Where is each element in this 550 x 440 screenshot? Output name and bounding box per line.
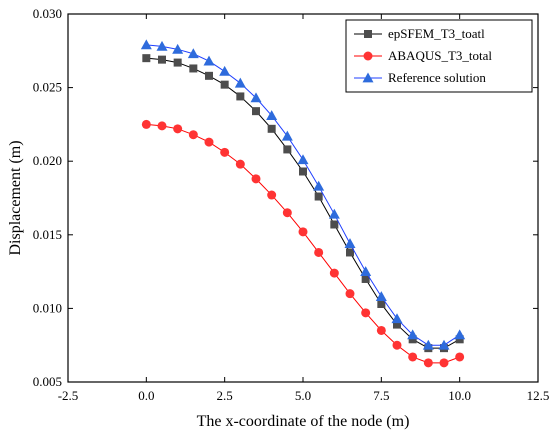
data-point: [203, 55, 215, 66]
data-point: [173, 124, 183, 134]
data-point: [408, 335, 417, 344]
data-point: [140, 39, 152, 50]
data-point: [251, 174, 261, 184]
data-point: [298, 227, 308, 237]
data-point: [235, 159, 245, 169]
data-point: [393, 320, 401, 329]
data-point: [205, 71, 213, 80]
x-axis-ticks: -2.5 0.0 2.5 5.0 7.5 10.0 12.5: [58, 14, 550, 403]
x-tick-label: 10.0: [448, 388, 471, 403]
legend-label: Reference solution: [388, 70, 486, 85]
series-triangle: [140, 39, 466, 350]
data-point: [330, 220, 339, 229]
data-point: [188, 130, 198, 140]
data-point: [377, 299, 386, 308]
data-point: [328, 208, 340, 219]
legend: epSFEM_T3_toatl ABAQUS_T3_total Reference …: [345, 19, 533, 93]
y-axis-title: Displacement (m): [7, 140, 24, 255]
x-tick-label: 2.5: [217, 388, 233, 403]
data-point: [360, 266, 372, 276]
data-point: [283, 145, 292, 154]
data-point: [236, 92, 245, 101]
data-point: [407, 329, 419, 340]
data-point: [267, 124, 276, 133]
data-point: [219, 65, 231, 76]
data-point: [422, 339, 434, 350]
data-point: [173, 58, 182, 67]
data-point: [314, 247, 324, 257]
data-point: [297, 154, 309, 165]
data-point: [346, 248, 354, 257]
y-tick-label: 0.030: [33, 6, 62, 21]
data-point: [172, 43, 184, 54]
data-point: [376, 325, 386, 335]
x-tick-label: 12.5: [527, 388, 550, 403]
data-point: [281, 130, 293, 141]
data-point: [361, 308, 371, 318]
data-point: [156, 40, 168, 51]
data-point: [408, 352, 418, 362]
data-point: [282, 208, 292, 218]
data-point: [438, 339, 450, 350]
data-point: [234, 77, 246, 88]
data-point: [250, 92, 262, 103]
legend-label: ABAQUS_T3_total: [388, 48, 492, 63]
data-point: [455, 352, 465, 362]
data-point: [313, 180, 325, 191]
data-point: [423, 358, 433, 368]
legend-entry: Reference solution: [354, 70, 486, 85]
data-point: [158, 55, 166, 64]
series-square: [142, 54, 464, 353]
data-point: [266, 110, 278, 120]
data-point: [454, 329, 466, 340]
series-circle: [141, 119, 465, 368]
data-point: [141, 119, 151, 129]
legend-entry: ABAQUS_T3_total: [354, 48, 492, 63]
data-point: [252, 107, 260, 116]
data-point: [189, 64, 198, 73]
y-tick-label: 0.015: [33, 227, 62, 242]
y-axis-ticks: 0.005 0.010 0.015 0.020 0.025 0.030: [33, 6, 538, 389]
data-point: [391, 313, 403, 324]
data-point: [267, 190, 277, 200]
data-point: [392, 340, 402, 350]
y-tick-label: 0.025: [33, 80, 62, 95]
y-tick-label: 0.010: [33, 300, 62, 315]
data-point: [299, 167, 307, 176]
x-axis-title: The x-coordinate of the node (m): [197, 413, 410, 430]
legend-marker: [364, 30, 372, 38]
data-point: [329, 268, 339, 278]
data-point: [361, 274, 370, 283]
data-point: [220, 80, 229, 89]
data-point: [439, 358, 449, 368]
data-point: [157, 121, 167, 131]
data-point: [375, 291, 387, 302]
legend-marker: [362, 72, 374, 83]
legend-marker: [363, 51, 373, 61]
x-tick-label: 7.5: [373, 388, 389, 403]
legend-label: epSFEM_T3_toatl: [388, 26, 485, 41]
data-point: [314, 192, 323, 201]
legend-entry: epSFEM_T3_toatl: [354, 26, 485, 41]
series-line: [146, 57, 460, 349]
y-tick-label: 0.005: [33, 374, 62, 389]
data-point: [344, 238, 356, 249]
data-point: [455, 335, 464, 344]
y-tick-label: 0.020: [33, 153, 62, 168]
x-tick-label: 0.0: [138, 388, 154, 403]
x-tick-label: -2.5: [58, 388, 79, 403]
data-point: [142, 54, 151, 63]
data-point: [220, 147, 230, 157]
data-point: [204, 137, 214, 147]
x-tick-label: 5.0: [295, 388, 311, 403]
data-point: [345, 289, 355, 299]
series-layer: [140, 39, 466, 368]
data-point: [187, 48, 199, 59]
